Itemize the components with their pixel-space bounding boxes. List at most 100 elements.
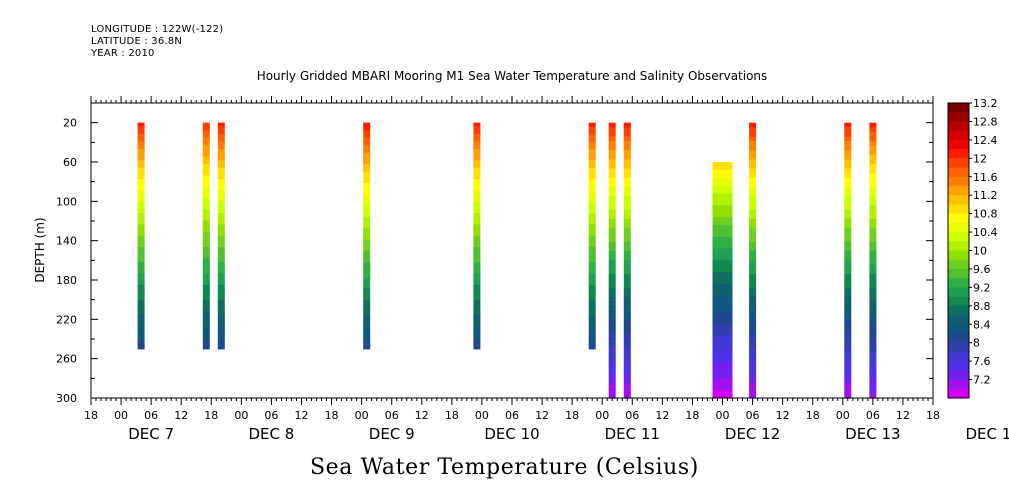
colorbar-swatch <box>948 130 969 141</box>
temperature-cell <box>363 345 371 350</box>
temperature-cell <box>608 370 616 376</box>
colorbar-swatch <box>948 139 969 150</box>
temperature-cell <box>749 177 757 183</box>
data-column <box>363 122 371 350</box>
temperature-cell <box>712 386 733 391</box>
x-tick-label: 18 <box>926 409 940 422</box>
temperature-cell <box>202 318 210 324</box>
temperature-cell <box>363 198 371 203</box>
temperature-cell <box>363 126 371 131</box>
temperature-cell <box>869 297 877 303</box>
temperature-cell <box>712 240 733 246</box>
temperature-cell <box>749 329 757 335</box>
temperature-cell <box>869 388 877 395</box>
temperature-cell <box>749 223 757 229</box>
temperature-cell <box>217 258 225 263</box>
temperature-cell <box>623 237 631 243</box>
temperature-cell <box>473 329 481 335</box>
temperature-cell <box>869 306 877 312</box>
temperature-cell <box>217 145 225 150</box>
temperature-cell <box>217 288 225 293</box>
temperature-cell <box>749 365 757 372</box>
temperature-cell <box>608 219 616 225</box>
temperature-cell <box>137 130 145 135</box>
temperature-cell <box>137 145 145 150</box>
temperature-cell <box>137 224 145 229</box>
temperature-cell <box>217 190 225 195</box>
temperature-cell <box>588 258 596 263</box>
temperature-cell <box>473 262 481 267</box>
temperature-cell <box>608 283 616 289</box>
temperature-cell <box>202 182 210 188</box>
temperature-cell <box>749 246 757 252</box>
temperature-cell <box>473 167 481 173</box>
temperature-cell <box>588 216 596 222</box>
temperature-cell <box>712 287 733 293</box>
temperature-cell <box>202 175 210 180</box>
temperature-cell <box>712 248 733 254</box>
temperature-cell <box>473 235 481 241</box>
temperature-cell <box>137 239 145 244</box>
temperature-cell <box>844 306 852 312</box>
temperature-cell <box>473 171 481 177</box>
temperature-cell <box>473 209 481 214</box>
temperature-cell <box>623 241 631 248</box>
temperature-cell <box>608 154 616 160</box>
temperature-cell <box>588 149 596 154</box>
temperature-cell <box>608 228 616 234</box>
temperature-cell <box>712 315 733 320</box>
temperature-cell <box>588 288 596 293</box>
temperature-cell <box>588 156 596 161</box>
temperature-cell <box>217 228 225 233</box>
temperature-cell <box>473 280 481 286</box>
temperature-cell <box>588 292 596 297</box>
temperature-cell <box>363 186 371 192</box>
temperature-cell <box>749 384 757 390</box>
temperature-cell <box>202 141 210 146</box>
temperature-cell <box>623 228 631 234</box>
temperature-cell <box>869 168 877 174</box>
temperature-cell <box>844 186 852 193</box>
colorbar-swatch <box>948 213 969 224</box>
temperature-cell <box>623 310 631 316</box>
colorbar-swatch <box>948 167 969 178</box>
temperature-cell <box>869 186 877 193</box>
temperature-cell <box>623 163 631 170</box>
colorbar-label: 7.2 <box>973 374 991 387</box>
temperature-cell <box>712 335 733 340</box>
temperature-cell <box>608 379 616 385</box>
temperature-cell <box>202 258 210 263</box>
temperature-cell <box>588 175 596 180</box>
temperature-cell <box>869 127 877 133</box>
temperature-cell <box>844 370 852 376</box>
temperature-cell <box>623 384 631 390</box>
temperature-cell <box>608 182 616 188</box>
temperature-cell <box>749 186 757 193</box>
temperature-cell <box>869 292 877 298</box>
temperature-cell <box>623 269 631 275</box>
temperature-cell <box>844 219 852 225</box>
temperature-cell <box>588 303 596 308</box>
temperature-cell <box>202 288 210 293</box>
temperature-cell <box>363 137 371 143</box>
temperature-cell <box>588 277 596 282</box>
temperature-cell <box>202 273 210 278</box>
temperature-cell <box>137 213 145 218</box>
temperature-cell <box>844 319 852 326</box>
temperature-cell <box>588 322 596 327</box>
temperature-cell <box>202 126 210 131</box>
temperature-cell <box>608 251 616 257</box>
year-label: YEAR : 2010 <box>91 48 155 59</box>
temperature-cell <box>749 251 757 257</box>
x-day-label: DEC 10 <box>484 425 539 443</box>
temperature-cell <box>749 274 757 280</box>
temperature-cell <box>588 239 596 244</box>
temperature-cell <box>473 228 481 233</box>
temperature-cell <box>869 384 877 390</box>
temperature-cell <box>844 379 852 385</box>
colorbar-swatch <box>948 379 969 390</box>
temperature-cell <box>217 299 225 305</box>
temperature-cell <box>202 322 210 327</box>
temperature-cell <box>869 347 877 353</box>
colorbar-label: 10.8 <box>973 208 998 221</box>
